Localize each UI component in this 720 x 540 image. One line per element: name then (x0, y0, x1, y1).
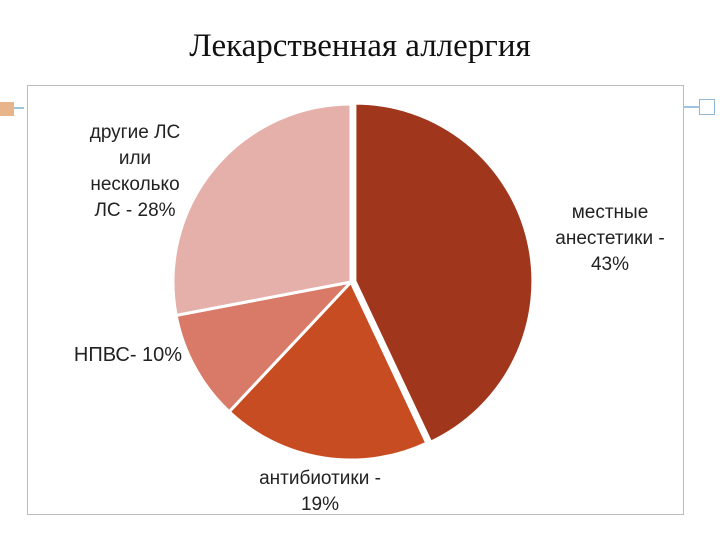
label-line: или (118, 148, 152, 169)
slice-label-nsaids: НПВС- 10% (58, 342, 198, 368)
label-line: 43% (590, 254, 630, 275)
slice-label-local-anesthetics: местные анестетики - 43% (540, 200, 680, 278)
label-line: другие ЛС (89, 122, 181, 143)
slice-other-drugs (171, 102, 353, 318)
accent-square-left (0, 102, 14, 116)
label-line: несколько (90, 174, 180, 195)
label-line: анестетики - (555, 228, 665, 249)
label-line: 19% (300, 494, 340, 515)
accent-line-left (14, 107, 24, 109)
page-title: Лекарственная аллергия (189, 28, 531, 64)
label-line: местные (571, 202, 649, 223)
slice-local-anesthetics (353, 101, 535, 445)
slice-nsaids (174, 279, 356, 414)
label-line: антибиотики - (259, 468, 381, 489)
label-line: НПВС- 10% (73, 344, 183, 366)
slice-label-antibiotics: антибиотики - 19% (240, 466, 400, 518)
accent-line-right (682, 106, 700, 108)
label-line: ЛС - 28% (94, 200, 176, 221)
slice-antibiotics (227, 279, 429, 462)
slice-label-other-drugs: другие ЛС или несколько ЛС - 28% (60, 120, 210, 224)
